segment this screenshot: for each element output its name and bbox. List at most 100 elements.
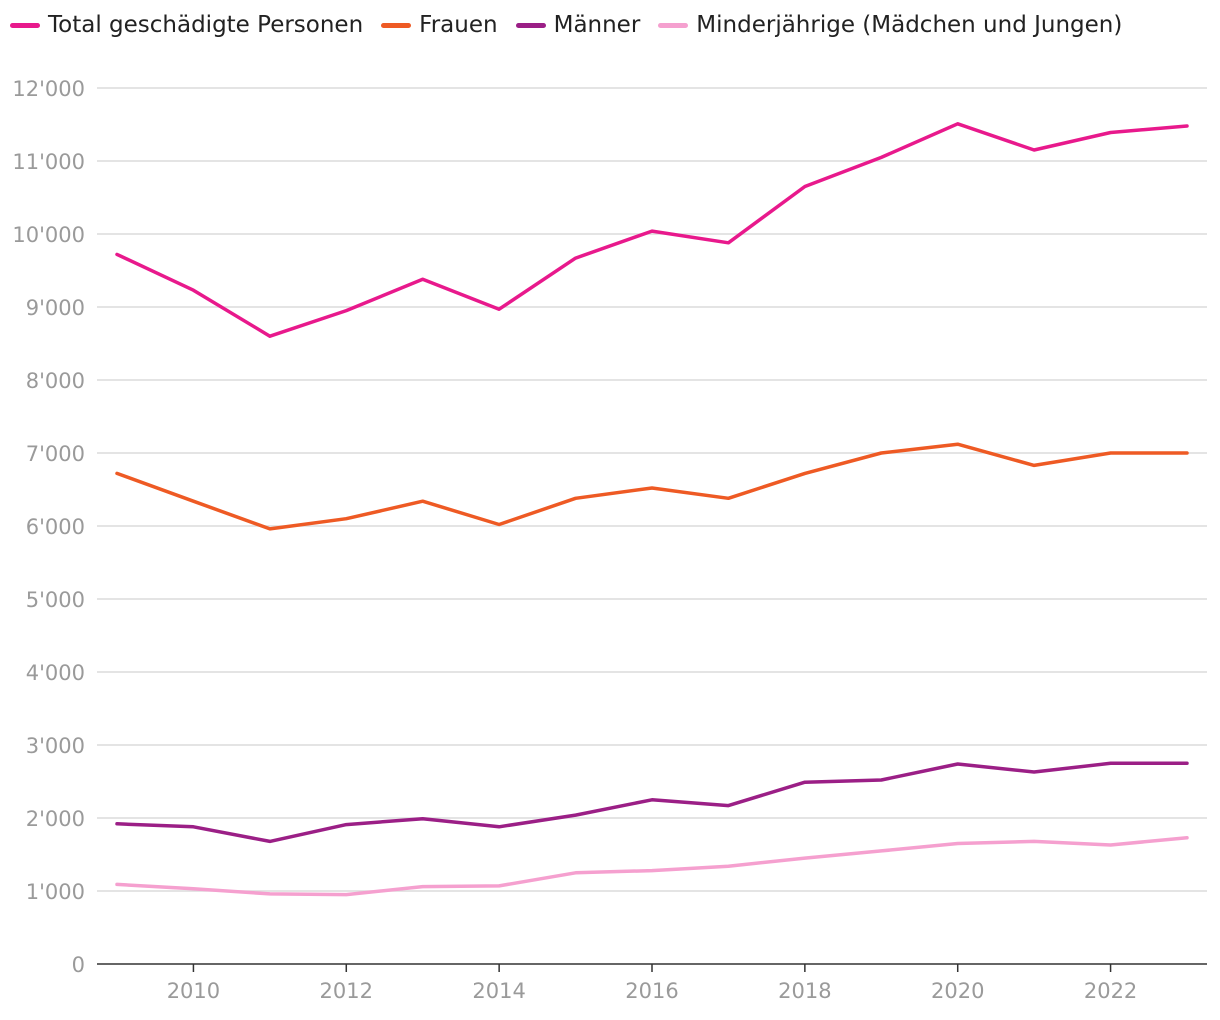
- point-maenner-2022: [1109, 761, 1113, 765]
- y-tick-label-11000: 11'000: [12, 150, 85, 174]
- point-total-2013: [421, 277, 425, 281]
- point-minderjaehrige-2016: [650, 869, 654, 873]
- x-tick-label-2016: 2016: [625, 979, 678, 1003]
- series-line-maenner: [115, 761, 1189, 844]
- point-total-2021: [1032, 148, 1036, 152]
- point-frauen-2017: [726, 496, 730, 500]
- point-maenner-2011: [268, 839, 272, 843]
- point-total-2012: [344, 309, 348, 313]
- legend-label-maenner: Männer: [553, 12, 641, 38]
- point-frauen-2010: [191, 499, 195, 503]
- legend-swatch-maenner: [515, 22, 546, 28]
- point-maenner-2020: [956, 762, 960, 766]
- legend: Total geschädigte Personen Frauen Männer…: [10, 12, 1140, 38]
- point-minderjaehrige-2011: [268, 892, 272, 896]
- point-frauen-2013: [421, 499, 425, 503]
- x-tick-label-2022: 2022: [1084, 979, 1137, 1003]
- y-tick-label-9000: 9'000: [26, 296, 85, 320]
- legend-item-maenner[interactable]: Männer: [515, 12, 641, 38]
- point-frauen-2015: [574, 496, 578, 500]
- point-total-2014: [497, 307, 501, 311]
- point-maenner-2019: [879, 778, 883, 782]
- point-maenner-2023: [1185, 761, 1189, 765]
- y-tick-label-4000: 4'000: [26, 661, 85, 685]
- x-tick-label-2014: 2014: [472, 979, 525, 1003]
- point-minderjaehrige-2017: [726, 864, 730, 868]
- point-frauen-2022: [1109, 451, 1113, 455]
- point-frauen-2020: [956, 442, 960, 446]
- y-tick-label-10000: 10'000: [12, 223, 85, 247]
- y-axis: 0 1'000 2'000 3'000 4'000 5'000 6'000 7'000 8'00…: [12, 77, 1207, 977]
- point-frauen-2023: [1185, 451, 1189, 455]
- series-line-minderjaehrige: [115, 835, 1189, 897]
- point-maenner-2013: [421, 817, 425, 821]
- point-maenner-2016: [650, 798, 654, 802]
- point-total-2016: [650, 229, 654, 233]
- legend-swatch-total: [10, 22, 40, 28]
- point-minderjaehrige-2015: [574, 871, 578, 875]
- point-maenner-2018: [803, 780, 807, 784]
- series-line-total: [115, 122, 1189, 338]
- point-maenner-2015: [574, 813, 578, 817]
- x-tick-label-2012: 2012: [320, 979, 373, 1003]
- point-minderjaehrige-2019: [879, 849, 883, 853]
- legend-label-frauen: Frauen: [419, 12, 498, 38]
- point-minderjaehrige-2010: [191, 887, 195, 891]
- point-frauen-2009: [115, 471, 119, 475]
- point-total-2023: [1185, 124, 1189, 128]
- y-tick-label-5000: 5'000: [26, 588, 85, 612]
- point-frauen-2014: [497, 523, 501, 527]
- point-maenner-2014: [497, 825, 501, 829]
- y-tick-label-8000: 8'000: [26, 369, 85, 393]
- point-total-2009: [115, 252, 119, 256]
- point-total-2022: [1109, 131, 1113, 135]
- x-tick-label-2018: 2018: [778, 979, 831, 1003]
- point-minderjaehrige-2009: [115, 882, 119, 886]
- point-minderjaehrige-2020: [956, 842, 960, 846]
- point-minderjaehrige-2012: [344, 893, 348, 897]
- point-total-2015: [574, 256, 578, 260]
- point-total-2020: [956, 122, 960, 126]
- point-minderjaehrige-2022: [1109, 843, 1113, 847]
- point-minderjaehrige-2018: [803, 856, 807, 860]
- point-total-2018: [803, 185, 807, 189]
- point-frauen-2012: [344, 517, 348, 521]
- point-frauen-2011: [268, 527, 272, 531]
- y-tick-label-1000: 1'000: [26, 880, 85, 904]
- point-frauen-2021: [1032, 463, 1036, 467]
- point-minderjaehrige-2021: [1032, 839, 1036, 843]
- series-line-frauen: [115, 442, 1189, 531]
- legend-label-minderjaehrige: Minderjährige (Mädchen und Jungen): [696, 12, 1123, 38]
- point-maenner-2017: [726, 804, 730, 808]
- x-tick-label-2010: 2010: [167, 979, 220, 1003]
- y-tick-label-6000: 6'000: [26, 515, 85, 539]
- point-maenner-2009: [115, 822, 119, 826]
- legend-label-total: Total geschädigte Personen: [48, 12, 364, 38]
- point-minderjaehrige-2013: [421, 885, 425, 889]
- y-tick-label-2000: 2'000: [26, 807, 85, 831]
- y-tick-label-3000: 3'000: [26, 734, 85, 758]
- y-tick-label-7000: 7'000: [26, 442, 85, 466]
- legend-swatch-minderjaehrige: [658, 22, 689, 28]
- legend-item-frauen[interactable]: Frauen: [381, 12, 498, 38]
- point-frauen-2018: [803, 471, 807, 475]
- point-maenner-2021: [1032, 770, 1036, 774]
- point-minderjaehrige-2014: [497, 884, 501, 888]
- point-total-2010: [191, 288, 195, 292]
- legend-item-total[interactable]: Total geschädigte Personen: [10, 12, 363, 38]
- point-frauen-2019: [879, 451, 883, 455]
- point-frauen-2016: [650, 486, 654, 490]
- y-tick-label-12000: 12'000: [12, 77, 85, 101]
- point-total-2017: [726, 241, 730, 245]
- point-total-2011: [268, 334, 272, 338]
- y-tick-label-0: 0: [72, 953, 85, 977]
- legend-swatch-frauen: [381, 22, 412, 28]
- point-maenner-2010: [191, 825, 195, 829]
- x-tick-label-2020: 2020: [931, 979, 984, 1003]
- point-maenner-2012: [344, 823, 348, 827]
- legend-item-minderjaehrige[interactable]: Minderjährige (Mädchen und Jungen): [658, 12, 1122, 38]
- x-axis: 2010 2012 2014 2016 2018 2020 2022: [167, 964, 1137, 1003]
- point-total-2019: [879, 155, 883, 159]
